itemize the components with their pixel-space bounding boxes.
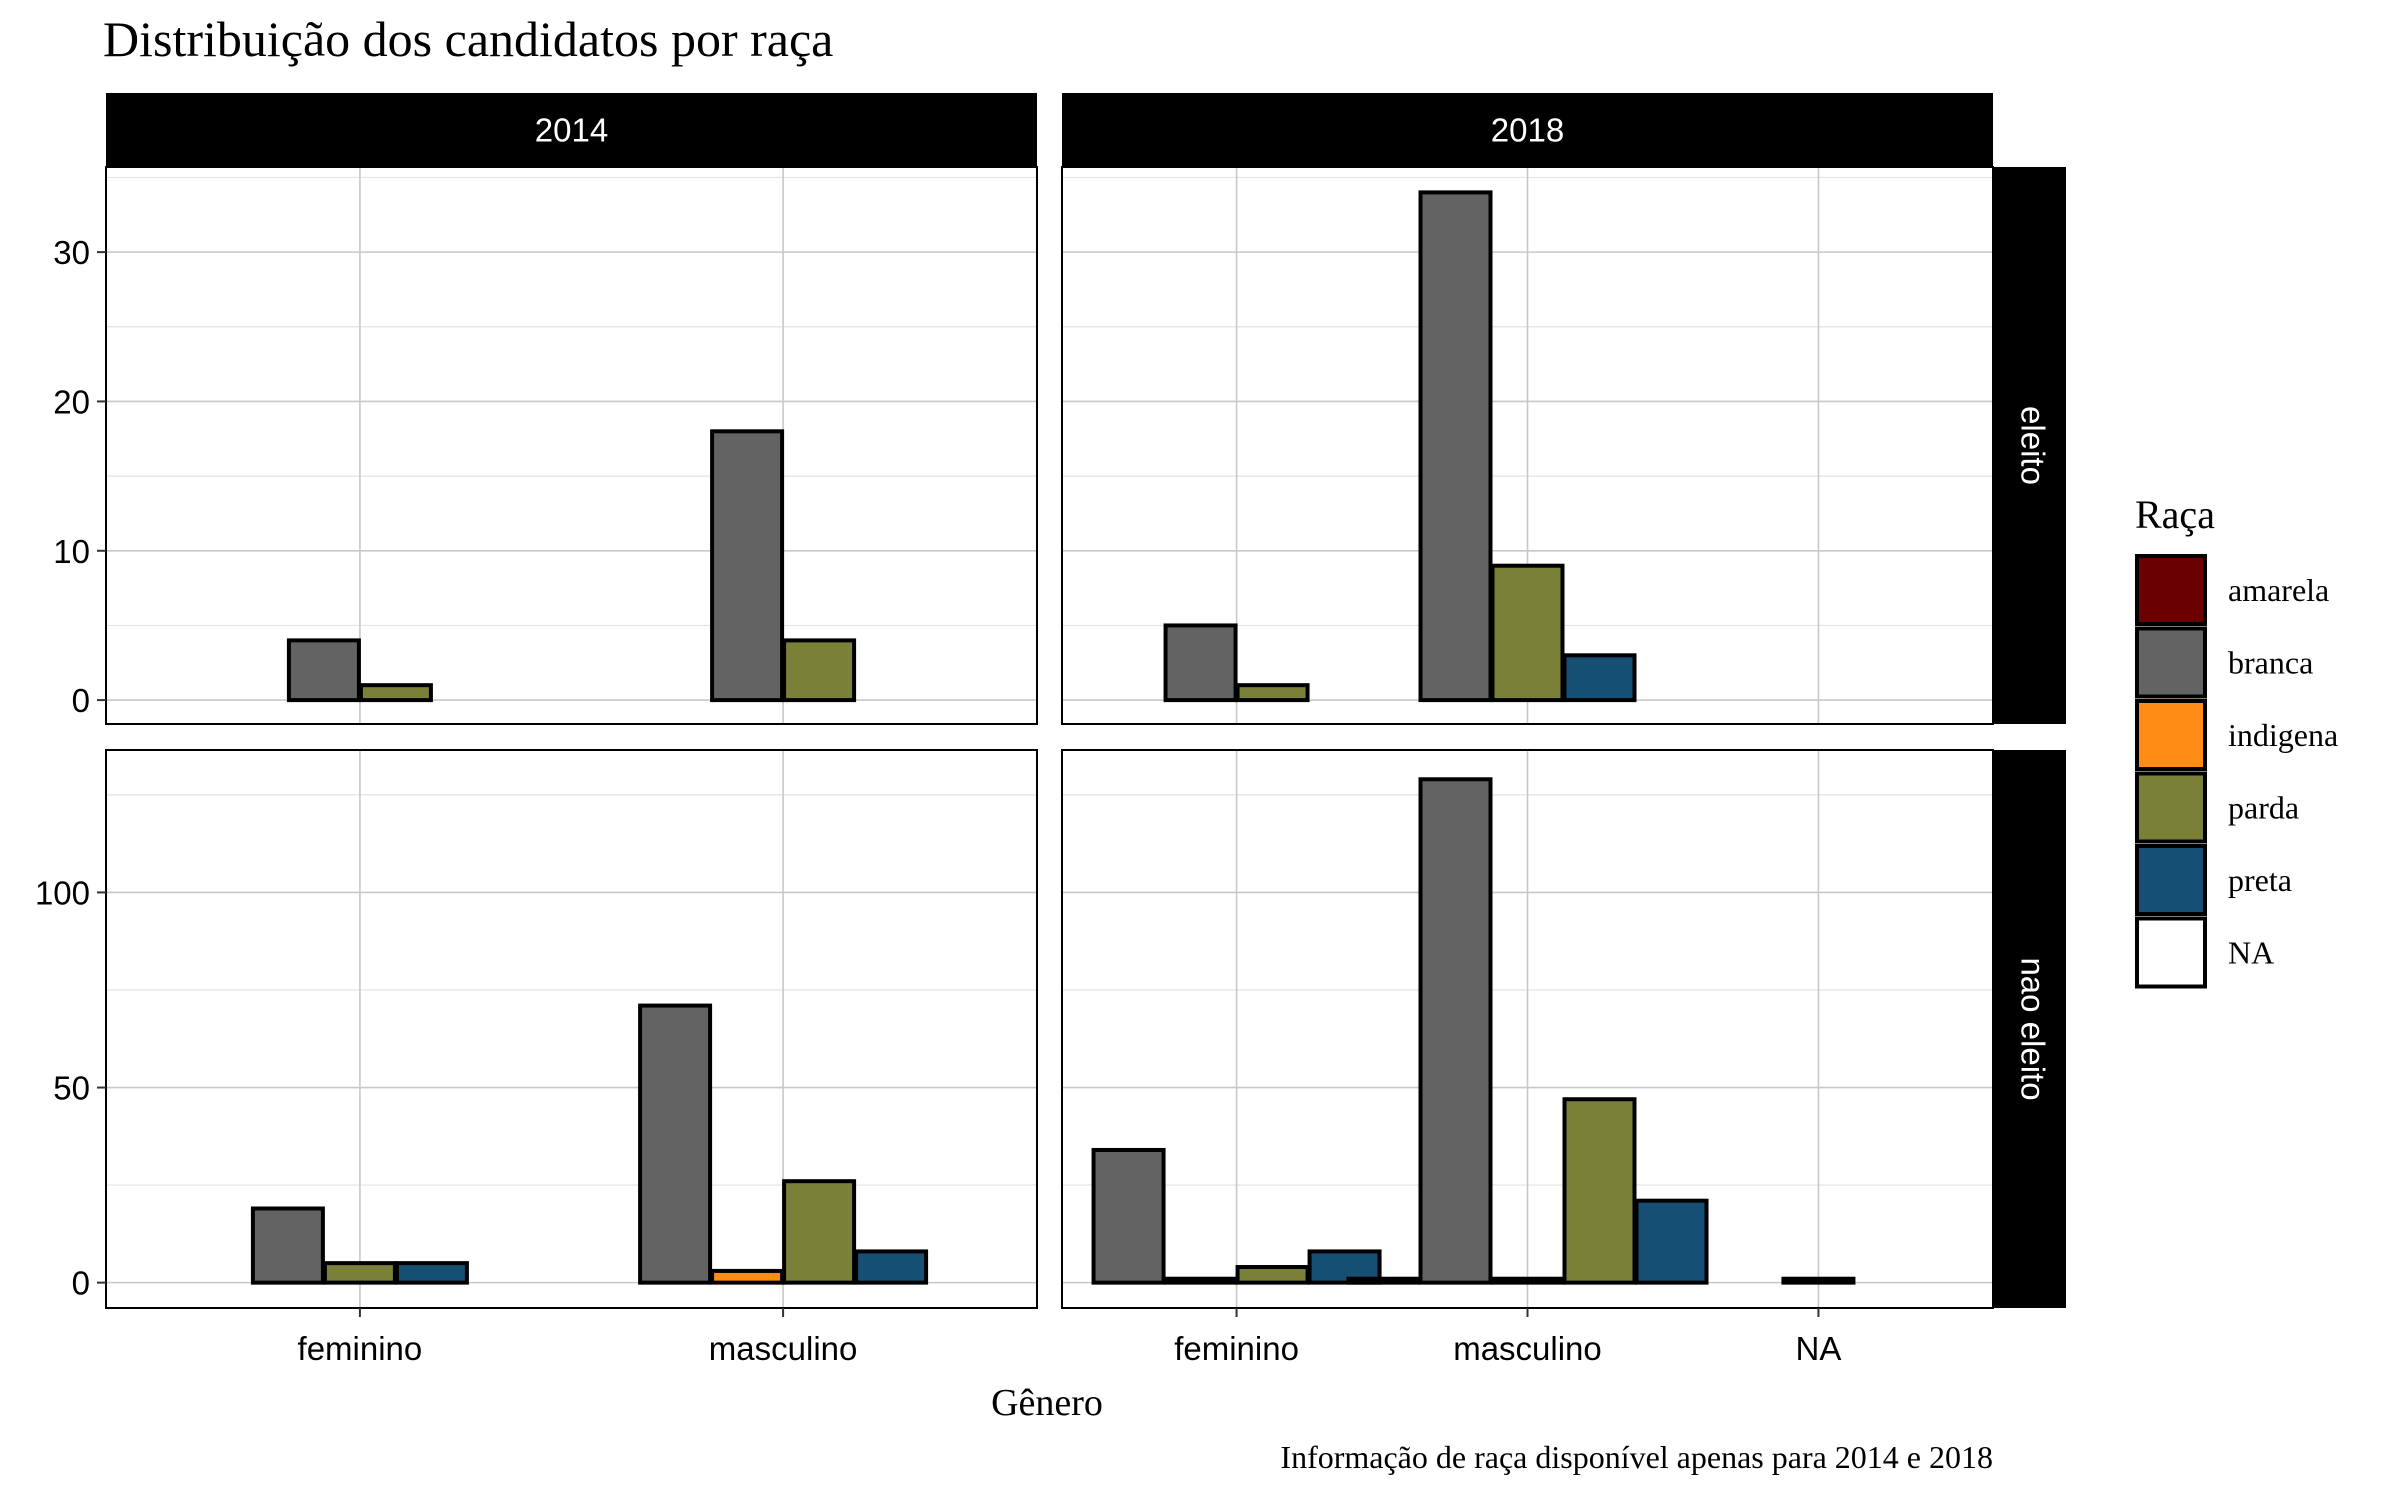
x-tick-label-feminino: feminino (1174, 1330, 1299, 1367)
bar-masculino-parda (782, 1179, 857, 1285)
bar-masculino-preta (1634, 1198, 1709, 1285)
legend-swatch-preta (2135, 844, 2207, 916)
legend-label-preta: preta (2228, 862, 2292, 898)
bar-masculino-branca (1418, 190, 1493, 703)
facet-label-2014: 2014 (535, 112, 608, 149)
chart-caption: Informação de raça disponível apenas par… (1280, 1439, 1993, 1475)
facet-strip-2014 (106, 93, 1037, 166)
bar-feminino-branca (1163, 623, 1238, 703)
y-tick-label: 10 (53, 533, 90, 570)
x-tick-label-NA: NA (1796, 1330, 1842, 1367)
legend-label-indigena: indigena (2228, 717, 2338, 753)
facet-panels: 2014 2018 eleito nao eleito 0 10 20 30 0 50 100 fem… (35, 93, 2066, 1367)
panel-2018-nao-eleito (1061, 749, 1994, 1309)
bar-masculino-branca (710, 429, 785, 703)
bar-feminino-branca (286, 638, 361, 703)
x-tick-label-masculino: masculino (1453, 1330, 1602, 1367)
bar-masculino-preta (1562, 653, 1637, 703)
legend-label-amarela: amarela (2228, 572, 2329, 608)
facet-label-nao-eleito: nao eleito (2014, 957, 2051, 1100)
bar-feminino-branca (1091, 1147, 1166, 1285)
legend-swatch-branca (2135, 626, 2207, 699)
bar-masculino-NA (1490, 1276, 1565, 1285)
bar-feminino-branca (250, 1206, 325, 1285)
facet-strip-nao-eleito (1994, 750, 2066, 1308)
legend-label-parda: parda (2228, 790, 2299, 826)
bar-feminino-parda (1235, 1265, 1310, 1285)
facet-label-2018: 2018 (1491, 112, 1564, 149)
legend-label-branca: branca (2228, 645, 2313, 681)
bar-masculino-parda (1562, 1097, 1637, 1285)
chart-title: Distribuição dos candidatos por raça (103, 11, 833, 67)
legend-swatch-amarela (2135, 554, 2207, 626)
legend-label-NA: NA (2228, 935, 2274, 971)
legend-swatch-parda (2135, 771, 2207, 844)
bar-feminino-NA (1163, 1276, 1238, 1285)
bar-masculino-branca (1418, 777, 1493, 1285)
y-tick-label: 30 (53, 234, 90, 271)
bar-feminino-preta (394, 1261, 469, 1285)
legend-swatch-indigena (2135, 699, 2207, 771)
y-tick-label: 0 (72, 1265, 90, 1302)
y-tick-label: 0 (72, 682, 90, 719)
panel-2014-nao-eleito (105, 749, 1038, 1309)
bar-NA-NA (1781, 1276, 1856, 1285)
x-tick-label-feminino: feminino (298, 1330, 423, 1367)
panel-border (105, 749, 1038, 1309)
bar-feminino-parda (1235, 683, 1310, 703)
bar-masculino-indigena (710, 1268, 785, 1285)
bar-masculino-parda (1490, 563, 1565, 703)
panel-2018-eleito (1061, 166, 1994, 725)
y-tick-label: 50 (53, 1070, 90, 1107)
legend: Raça amarela branca indigena parda preta NA (2135, 492, 2338, 989)
panel-border (1061, 166, 1994, 725)
bar-feminino-parda (322, 1261, 397, 1285)
bar-feminino-parda (358, 683, 433, 703)
bar-masculino-branca (638, 1003, 713, 1285)
facet-strip-eleito (1994, 167, 2066, 724)
legend-title: Raça (2135, 492, 2215, 537)
bar-masculino-amarela (1346, 1276, 1421, 1285)
x-axis-title: Gênero (991, 1382, 1103, 1424)
panel-border (105, 166, 1038, 725)
panel-background (106, 167, 1037, 724)
facet-strip-2018 (1062, 93, 1993, 166)
facet-label-eleito: eleito (2014, 406, 2051, 485)
bar-masculino-parda (782, 638, 857, 703)
x-tick-label-masculino: masculino (709, 1330, 858, 1367)
y-tick-label: 100 (35, 874, 90, 911)
y-tick-label: 20 (53, 383, 90, 420)
panel-background (106, 750, 1037, 1308)
bar-masculino-preta (854, 1249, 929, 1285)
panel-2014-eleito (105, 166, 1038, 725)
legend-swatch-NA (2135, 916, 2207, 989)
